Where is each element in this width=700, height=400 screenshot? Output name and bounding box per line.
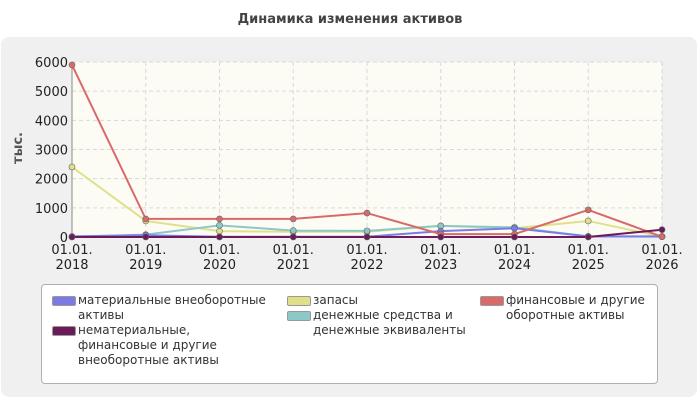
x-tick-label: 01.01. 2025 (568, 243, 609, 273)
data-point[interactable] (511, 224, 518, 232)
x-tick-label: 01.01. 2019 (125, 243, 166, 273)
legend-label: финансовые и другие оборотные активы (506, 293, 645, 322)
x-tick-label: 01.01. 2023 (420, 243, 461, 273)
grid (71, 61, 663, 238)
data-point[interactable] (68, 233, 76, 241)
data-point[interactable] (289, 215, 297, 223)
y-tick-label: 4000 (35, 114, 68, 129)
legend-label: материальные внеоборотные активы (78, 293, 266, 322)
y-tick-label: 3000 (35, 144, 68, 159)
legend-swatch (52, 326, 76, 336)
legend-label: денежные средства и денежные эквиваленты (313, 308, 466, 337)
data-point[interactable] (68, 61, 76, 69)
legend-label: запасы (313, 293, 359, 307)
data-point[interactable] (437, 233, 445, 241)
data-point[interactable] (216, 215, 223, 223)
data-point[interactable] (289, 233, 297, 241)
legend-label: нематериальные, финансовые и другие внео… (78, 323, 219, 367)
y-tick-label: 5000 (35, 85, 68, 100)
axes: 0 1000 2000 3000 4000 5000 6000 01.01. 2018 01.01… (35, 56, 683, 273)
data-point[interactable] (216, 233, 223, 241)
data-point[interactable] (68, 163, 76, 171)
data-point[interactable] (289, 227, 297, 234)
legend-swatch (287, 296, 311, 306)
y-axis-label: тыс. (11, 132, 26, 164)
y-tick-label: 1000 (35, 202, 68, 217)
legend: материальные внеоборотные активы нематер… (41, 284, 658, 384)
chart-title: Динамика изменения активов (237, 12, 463, 27)
y-tick-label: 6000 (35, 56, 68, 71)
data-point[interactable] (511, 233, 518, 241)
data-point[interactable] (658, 226, 666, 234)
data-point[interactable] (584, 233, 592, 241)
data-point[interactable] (216, 227, 223, 235)
x-tick-label: 01.01. 2020 (199, 243, 240, 273)
x-tick-label: 01.01. 2018 (51, 243, 92, 273)
data-point[interactable] (584, 217, 592, 225)
legend-swatch (480, 296, 504, 306)
legend-swatch (287, 311, 311, 321)
data-point[interactable] (216, 222, 223, 229)
series (68, 61, 666, 241)
x-tick-label: 01.01. 2024 (494, 243, 535, 273)
legend-swatch (52, 296, 76, 306)
data-point[interactable] (584, 206, 592, 214)
data-point[interactable] (363, 209, 371, 217)
y-tick-label: 0 (60, 231, 68, 246)
data-point[interactable] (363, 233, 371, 241)
x-tick-label: 01.01. 2022 (346, 243, 387, 273)
data-point[interactable] (142, 233, 150, 241)
x-tick-label: 01.01. 2021 (273, 243, 314, 273)
y-tick-label: 2000 (35, 173, 68, 188)
data-point[interactable] (658, 233, 666, 241)
data-point[interactable] (363, 227, 371, 235)
x-tick-label: 01.01. 2026 (641, 243, 682, 273)
data-point[interactable] (142, 215, 150, 223)
